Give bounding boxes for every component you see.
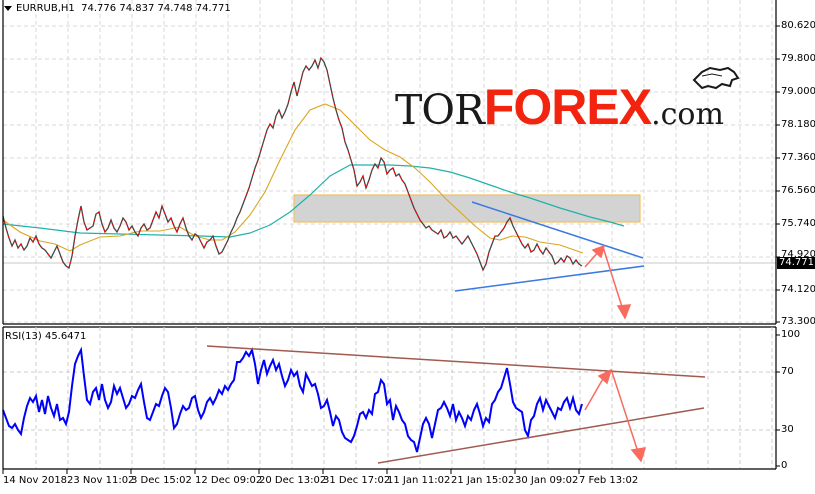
dropdown-triangle-icon[interactable] — [4, 5, 12, 11]
chart-header: EURRUB,H1 74.776 74.837 74.748 74.771 — [4, 3, 231, 14]
open-price: 74.776 — [81, 3, 117, 14]
logo-com: .com — [651, 97, 724, 132]
low-price: 74.748 — [157, 3, 193, 14]
rsi-tick: 70 — [781, 366, 794, 377]
high-price: 74.837 — [119, 3, 155, 14]
rsi-tick: 30 — [781, 424, 794, 435]
main-chart-grid — [3, 0, 776, 324]
time-label: 12 Dec 09:02 — [195, 475, 263, 486]
rsi-tick: 0 — [781, 460, 788, 471]
rsi-tick: 100 — [781, 329, 801, 340]
price-trendline-upper[interactable] — [471, 201, 644, 259]
price-trendline-lower[interactable] — [454, 265, 645, 292]
logo-forex: FOREX — [483, 79, 652, 135]
logo-tor: TOR — [395, 86, 485, 134]
price-tick: 77.360 — [781, 152, 815, 163]
time-label: 31 Dec 17:02 — [323, 475, 391, 486]
rsi-grid — [3, 327, 776, 468]
price-tick: 75.740 — [781, 218, 815, 229]
rsi-label: RSI(13) 45.6471 — [5, 331, 87, 342]
price-forecast-arrows — [584, 244, 632, 320]
time-label: 11 Jan 11:02 — [387, 475, 451, 486]
price-tick: 79.000 — [781, 86, 815, 97]
time-label: 7 Feb 13:02 — [579, 475, 639, 486]
rsi-line — [2, 346, 583, 453]
torforex-logo: TORFOREX.com — [395, 78, 724, 135]
candlesticks — [2, 56, 583, 272]
price-tick: 73.300 — [781, 316, 815, 327]
price-tick: 78.180 — [781, 119, 815, 130]
time-label: 3 Dec 15:02 — [131, 475, 192, 486]
ma-slow-line — [2, 164, 625, 238]
rsi-forecast-arrows — [584, 368, 647, 463]
symbol-label: EURRUB,H1 — [16, 3, 75, 14]
price-tick: 74.120 — [781, 284, 815, 295]
time-label: 20 Dec 13:02 — [259, 475, 327, 486]
price-tick: 74.920 — [781, 249, 815, 260]
price-tick: 80.620 — [781, 20, 815, 31]
price-tick: 76.560 — [781, 185, 815, 196]
time-label: 21 Jan 15:02 — [451, 475, 515, 486]
current-price-badge: 74.771 — [777, 257, 815, 269]
rsi-trendline-upper[interactable] — [206, 345, 706, 378]
time-label: 23 Nov 11:02 — [67, 475, 135, 486]
time-label: 14 Nov 2018 — [3, 475, 68, 486]
price-tick: 79.800 — [781, 53, 815, 64]
bull-icon — [692, 66, 740, 90]
time-label: 30 Jan 09:02 — [515, 475, 579, 486]
close-price: 74.771 — [195, 3, 231, 14]
rsi-trendline-lower[interactable] — [377, 407, 705, 464]
ma-fast-line — [2, 103, 584, 254]
